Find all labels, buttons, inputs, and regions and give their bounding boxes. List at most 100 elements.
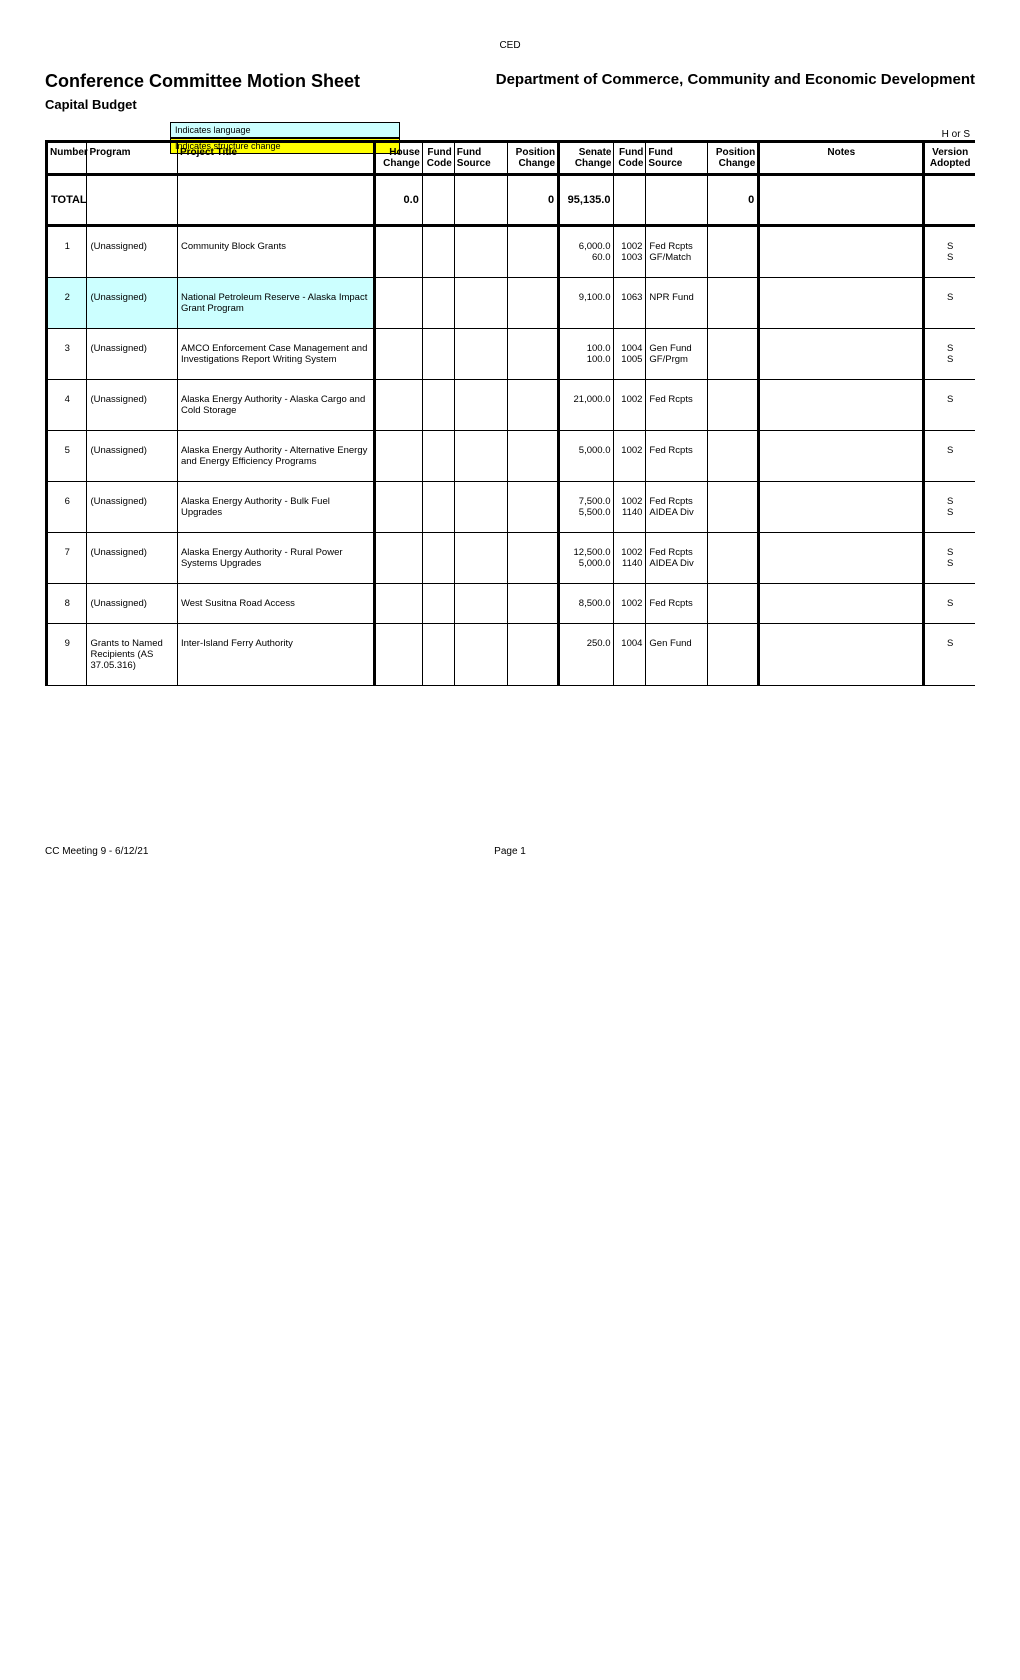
col-program: Program xyxy=(87,142,178,175)
cell-title: National Petroleum Reserve - Alaska Impa… xyxy=(177,278,374,329)
title-right: Department of Commerce, Community and Ec… xyxy=(496,71,975,88)
cell-title: West Susitna Road Access xyxy=(177,584,374,624)
cell-fcode xyxy=(422,431,454,482)
cell-house xyxy=(374,533,422,584)
cell-program: (Unassigned) xyxy=(87,278,178,329)
cell-fsource xyxy=(454,482,507,533)
cell-fsource2: Gen Fund xyxy=(646,624,708,686)
table-row: 1 (Unassigned) Community Block Grants 6,… xyxy=(47,226,976,278)
cell-version: SS xyxy=(924,482,975,533)
cell-notes xyxy=(759,624,924,686)
cell-version: S xyxy=(924,380,975,431)
cell-pchange xyxy=(508,482,559,533)
col-pchange: Position Change xyxy=(508,142,559,175)
table-row: 7 (Unassigned) Alaska Energy Authority -… xyxy=(47,533,976,584)
cell-pchange xyxy=(508,624,559,686)
cell-version: S xyxy=(924,431,975,482)
cell-fcode2: 10021140 xyxy=(614,482,646,533)
cell-fcode2: 1002 xyxy=(614,431,646,482)
cell-fsource xyxy=(454,533,507,584)
cell-pchange2 xyxy=(708,226,759,278)
cell-number: 4 xyxy=(47,380,87,431)
cell-senate: 5,000.0 xyxy=(559,431,614,482)
col-fcode: Fund Code xyxy=(422,142,454,175)
cell-program: (Unassigned) xyxy=(87,584,178,624)
total-pchange2: 0 xyxy=(708,175,759,226)
total-senate: 95,135.0 xyxy=(559,175,614,226)
cell-title: Community Block Grants xyxy=(177,226,374,278)
header-abbrev: CED xyxy=(45,40,975,51)
cell-pchange xyxy=(508,533,559,584)
cell-fcode xyxy=(422,329,454,380)
col-version: Version Adopted xyxy=(924,142,975,175)
motion-table: Number Program Project Title House Chang… xyxy=(45,140,975,686)
cell-fsource2: NPR Fund xyxy=(646,278,708,329)
footer: CC Meeting 9 - 6/12/21 Page 1 xyxy=(45,846,975,857)
cell-title: AMCO Enforcement Case Management and Inv… xyxy=(177,329,374,380)
cell-notes xyxy=(759,482,924,533)
cell-program: Grants to Named Recipients (AS 37.05.316… xyxy=(87,624,178,686)
cell-fsource2: Fed RcptsAIDEA Div xyxy=(646,482,708,533)
title-left: Conference Committee Motion Sheet xyxy=(45,71,360,92)
cell-notes xyxy=(759,431,924,482)
cell-pchange xyxy=(508,380,559,431)
cell-pchange xyxy=(508,431,559,482)
cell-pchange2 xyxy=(708,431,759,482)
cell-pchange xyxy=(508,329,559,380)
cell-fcode2: 1002 xyxy=(614,584,646,624)
cell-fcode xyxy=(422,380,454,431)
col-number: Number xyxy=(47,142,87,175)
cell-number: 2 xyxy=(47,278,87,329)
cell-fcode2: 1063 xyxy=(614,278,646,329)
cell-title: Alaska Energy Authority - Rural Power Sy… xyxy=(177,533,374,584)
cell-house xyxy=(374,482,422,533)
cell-version: SS xyxy=(924,533,975,584)
cell-house xyxy=(374,584,422,624)
cell-senate: 9,100.0 xyxy=(559,278,614,329)
col-pchange2: Position Change xyxy=(708,142,759,175)
cell-title: Alaska Energy Authority - Alternative En… xyxy=(177,431,374,482)
cell-notes xyxy=(759,584,924,624)
cell-fsource2: Gen FundGF/Prgm xyxy=(646,329,708,380)
cell-version: S xyxy=(924,624,975,686)
cell-fcode xyxy=(422,226,454,278)
cell-program: (Unassigned) xyxy=(87,482,178,533)
col-fsource2: Fund Source xyxy=(646,142,708,175)
cell-fsource2: Fed RcptsGF/Match xyxy=(646,226,708,278)
cell-fcode xyxy=(422,533,454,584)
subtitle: Capital Budget xyxy=(45,97,975,112)
cell-number: 1 xyxy=(47,226,87,278)
total-house: 0.0 xyxy=(374,175,422,226)
col-house: House Change xyxy=(374,142,422,175)
total-label: TOTAL xyxy=(47,175,87,226)
total-row: TOTAL 0.0 0 95,135.0 0 xyxy=(47,175,976,226)
table-row: 8 (Unassigned) West Susitna Road Access … xyxy=(47,584,976,624)
col-notes: Notes xyxy=(759,142,924,175)
cell-program: (Unassigned) xyxy=(87,226,178,278)
cell-number: 9 xyxy=(47,624,87,686)
total-pchange: 0 xyxy=(508,175,559,226)
cell-number: 3 xyxy=(47,329,87,380)
cell-number: 8 xyxy=(47,584,87,624)
footer-center: Page 1 xyxy=(494,846,526,857)
cell-version: SS xyxy=(924,329,975,380)
cell-fsource xyxy=(454,278,507,329)
cell-senate: 250.0 xyxy=(559,624,614,686)
table-row: 3 (Unassigned) AMCO Enforcement Case Man… xyxy=(47,329,976,380)
cell-title: Alaska Energy Authority - Bulk Fuel Upgr… xyxy=(177,482,374,533)
cell-house xyxy=(374,329,422,380)
cell-senate: 21,000.0 xyxy=(559,380,614,431)
cell-number: 5 xyxy=(47,431,87,482)
footer-left: CC Meeting 9 - 6/12/21 xyxy=(45,846,148,857)
cell-pchange2 xyxy=(708,584,759,624)
cell-fsource2: Fed Rcpts xyxy=(646,584,708,624)
cell-fcode xyxy=(422,482,454,533)
cell-fcode xyxy=(422,584,454,624)
col-fcode2: Fund Code xyxy=(614,142,646,175)
cell-pchange2 xyxy=(708,329,759,380)
cell-notes xyxy=(759,533,924,584)
cell-notes xyxy=(759,329,924,380)
cell-fcode2: 1004 xyxy=(614,624,646,686)
cell-pchange2 xyxy=(708,278,759,329)
table-row: 9 Grants to Named Recipients (AS 37.05.3… xyxy=(47,624,976,686)
